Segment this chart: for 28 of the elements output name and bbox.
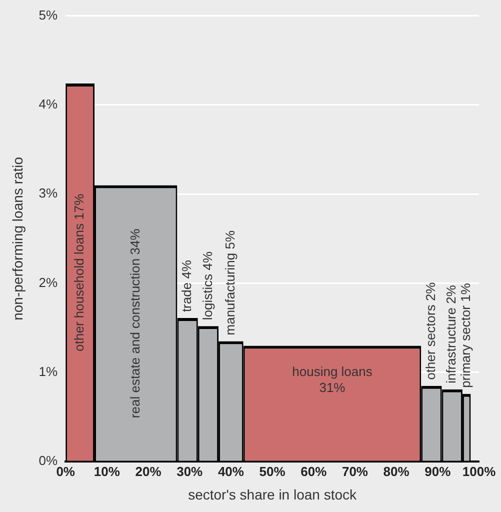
y-tick-label: 4% [38,96,58,112]
y-tick-label: 0% [38,453,58,468]
x-tick-label: 20% [135,464,162,479]
y-tick-label: 2% [38,274,58,290]
x-tick-label: 80% [383,464,410,479]
annotation: infrastructure 2% [444,284,459,384]
x-tick-label: 100% [462,464,496,479]
x-tick-label: 70% [342,464,368,479]
y-axis-title: non-performing loans ratio [9,156,26,320]
x-axis-title: sector's share in loan stock [188,486,358,502]
x-tick-label: 50% [259,464,286,479]
annotation: trade 4% [179,260,194,312]
x-tick-label: 0% [56,464,76,479]
annotation: other sectors 2% [423,282,438,380]
annotation: housing loans 31% [292,364,373,396]
y-tick-label: 1% [38,364,58,380]
x-tick-label: 40% [218,464,244,479]
y-tick-label: 3% [38,186,58,201]
annotation: manufacturing 5% [222,230,238,336]
x-tick-label: 10% [94,464,120,479]
annotation: other household loans 17% [72,193,87,352]
annotation: real estate and construction 34% [127,228,142,418]
x-tick-label: 90% [424,464,452,479]
annotation: logistics 4% [200,251,215,320]
annotation: primary sector 1% [458,282,474,388]
y-tick-label: 5% [38,7,58,22]
x-tick-label: 30% [176,464,204,479]
x-tick-label: 60% [300,464,328,479]
